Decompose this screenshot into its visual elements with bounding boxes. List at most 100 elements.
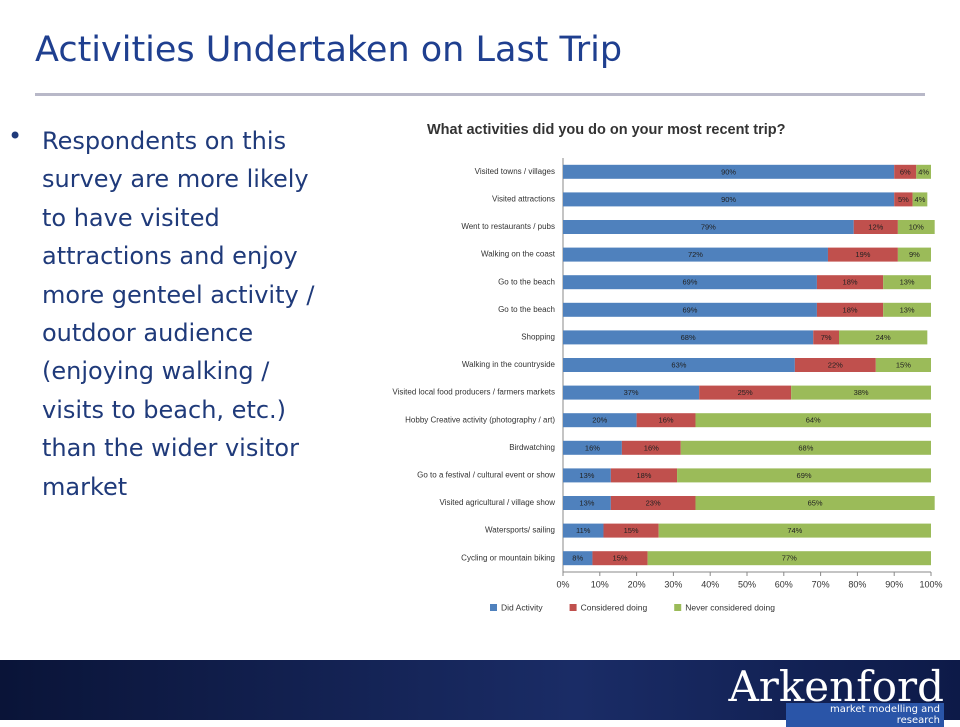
legend-swatch [569, 604, 577, 611]
x-tick-label: 60% [775, 579, 793, 589]
value-label: 15% [624, 526, 639, 535]
value-label: 11% [576, 526, 591, 535]
bar-segment [875, 358, 931, 372]
title-rule [35, 93, 925, 96]
bar-segment [853, 220, 898, 234]
category-label: Go to the beach [498, 277, 555, 286]
bar-segment [563, 468, 611, 483]
legend-swatch [674, 604, 682, 611]
x-tick-label: 30% [664, 579, 682, 589]
x-tick-label: 20% [628, 579, 646, 589]
bar-segment [912, 192, 928, 207]
bar-segment [916, 164, 931, 179]
category-label: Go to a festival / cultural event or sho… [417, 471, 555, 480]
category-label: Walking on the coast [481, 250, 556, 259]
bar-segment [563, 164, 895, 179]
bar-segment [647, 551, 931, 566]
value-label: 68% [681, 333, 696, 342]
category-label: Birdwatching [509, 443, 555, 452]
category-label: Visited agricultural / village show [440, 498, 556, 507]
value-label: 4% [915, 195, 926, 204]
value-label: 69% [682, 305, 697, 314]
slide-title: Activities Undertaken on Last Trip [35, 30, 623, 70]
x-tick-label: 100% [919, 579, 942, 589]
value-label: 64% [806, 416, 821, 425]
value-label: 69% [682, 278, 697, 287]
bar-segment [897, 247, 931, 262]
logo: Arkenford [728, 662, 944, 711]
bar-segment [695, 496, 935, 510]
value-label: 65% [808, 498, 823, 507]
value-label: 24% [876, 333, 891, 342]
bar-segment [563, 385, 700, 400]
x-tick-label: 80% [848, 579, 866, 589]
bar-segment [563, 358, 795, 372]
logo-tagline: market modelling and research [786, 703, 944, 727]
value-label: 10% [909, 222, 924, 231]
value-label: 4% [918, 167, 929, 176]
category-label: Went to restaurants / pubs [461, 222, 555, 231]
value-label: 72% [688, 250, 703, 259]
bar-segment [894, 164, 917, 179]
category-label: Visited attractions [492, 195, 555, 204]
category-label: Cycling or mountain biking [461, 553, 555, 562]
value-label: 90% [721, 167, 736, 176]
category-label: Visited towns / villages [475, 167, 555, 176]
category-label: Shopping [521, 333, 555, 342]
bar-segment [699, 385, 792, 400]
bar-segment [563, 440, 622, 455]
value-label: 69% [797, 471, 812, 480]
x-tick-label: 10% [591, 579, 609, 589]
value-label: 18% [636, 471, 651, 480]
bar-segment [677, 468, 931, 483]
bar-segment [658, 523, 931, 538]
legend-label: Did Activity [501, 602, 543, 612]
chart-title: What activities did you do on your most … [427, 122, 786, 138]
bar-segment [816, 302, 884, 317]
value-label: 16% [585, 443, 600, 452]
value-label: 37% [624, 388, 639, 397]
value-label: 13% [900, 278, 915, 287]
legend-label: Considered doing [581, 602, 648, 612]
bar-segment [839, 330, 928, 345]
bar-segment [563, 413, 637, 428]
value-label: 38% [854, 388, 869, 397]
bar-segment [563, 247, 828, 262]
bar-segment [680, 440, 931, 455]
value-label: 7% [821, 333, 832, 342]
value-label: 18% [843, 278, 858, 287]
bar-segment [563, 330, 814, 345]
x-tick-label: 50% [738, 579, 756, 589]
bar-segment [827, 247, 898, 262]
bar-segment [883, 275, 931, 290]
bar-segment [563, 220, 854, 234]
bar-segment [695, 413, 931, 428]
legend-label: Never considered doing [685, 602, 775, 612]
bullet-text: Respondents on this survey are more like… [42, 127, 315, 501]
value-label: 63% [671, 360, 686, 369]
value-label: 13% [579, 471, 594, 480]
category-label: Go to the beach [498, 305, 555, 314]
value-label: 19% [855, 250, 870, 259]
bar-segment [610, 496, 696, 510]
bar-segment [603, 523, 659, 538]
bar-segment [894, 192, 913, 207]
value-label: 22% [828, 360, 843, 369]
value-label: 13% [900, 305, 915, 314]
bullet-dot: • [8, 122, 23, 150]
bar-segment [563, 523, 604, 538]
value-label: 12% [868, 222, 883, 231]
bar-segment [794, 358, 876, 372]
value-label: 15% [613, 554, 628, 563]
value-label: 77% [782, 554, 797, 563]
bar-segment [897, 220, 935, 234]
value-label: 13% [579, 498, 594, 507]
x-tick-label: 0% [556, 579, 569, 589]
category-label: Hobby Creative activity (photography / a… [405, 415, 555, 424]
x-tick-label: 40% [701, 579, 719, 589]
bar-segment [610, 468, 678, 483]
value-label: 25% [738, 388, 753, 397]
category-label: Visited local food producers / farmers m… [392, 388, 555, 397]
value-label: 5% [898, 195, 909, 204]
value-label: 16% [659, 416, 674, 425]
